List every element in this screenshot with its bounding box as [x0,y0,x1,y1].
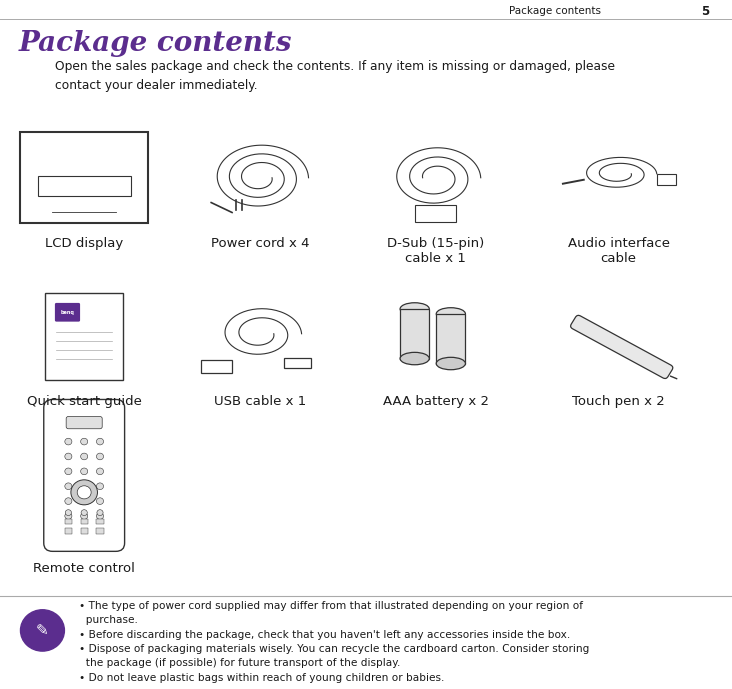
FancyBboxPatch shape [97,519,103,524]
FancyBboxPatch shape [20,132,148,223]
Circle shape [97,497,103,504]
Text: 5: 5 [701,5,709,17]
Text: Package contents: Package contents [18,30,292,56]
Text: Audio interface
cable: Audio interface cable [567,237,670,265]
Text: • The type of power cord supplied may differ from that illustrated depending on : • The type of power cord supplied may di… [79,601,589,683]
FancyBboxPatch shape [65,528,72,533]
Circle shape [81,453,88,460]
FancyBboxPatch shape [38,176,130,196]
Circle shape [81,438,88,445]
Ellipse shape [400,352,429,364]
Circle shape [81,510,87,515]
FancyBboxPatch shape [400,309,429,358]
FancyBboxPatch shape [66,417,102,429]
FancyBboxPatch shape [97,528,103,533]
Circle shape [97,438,103,445]
Circle shape [81,468,88,475]
FancyBboxPatch shape [44,400,124,551]
Text: Touch pen x 2: Touch pen x 2 [572,395,665,409]
Circle shape [81,483,88,490]
Circle shape [97,468,103,475]
Text: ✎: ✎ [36,623,49,638]
Text: Power cord x 4: Power cord x 4 [211,237,309,250]
Circle shape [65,510,72,515]
Text: D-Sub (15-pin)
cable x 1: D-Sub (15-pin) cable x 1 [387,237,484,265]
Text: Package contents: Package contents [509,6,601,16]
Text: benq: benq [61,310,75,315]
Circle shape [65,468,72,475]
Ellipse shape [436,358,466,370]
Ellipse shape [436,308,466,320]
Text: USB cable x 1: USB cable x 1 [214,395,306,409]
FancyBboxPatch shape [55,303,80,322]
Circle shape [20,610,64,651]
FancyBboxPatch shape [436,314,466,364]
Circle shape [81,513,88,520]
FancyBboxPatch shape [657,174,676,185]
Circle shape [81,497,88,504]
Text: Quick start guide: Quick start guide [27,395,141,409]
Text: AAA battery x 2: AAA battery x 2 [383,395,488,409]
Circle shape [65,438,72,445]
Circle shape [65,497,72,504]
Circle shape [65,513,72,520]
Text: Open the sales package and check the contents. If any item is missing or damaged: Open the sales package and check the con… [55,60,615,92]
FancyBboxPatch shape [81,528,88,533]
FancyBboxPatch shape [45,293,123,380]
FancyBboxPatch shape [571,316,673,378]
Circle shape [71,480,97,505]
Circle shape [97,483,103,490]
FancyBboxPatch shape [65,519,72,524]
FancyBboxPatch shape [81,519,88,524]
Text: LCD display: LCD display [45,237,123,250]
FancyBboxPatch shape [284,358,310,369]
Circle shape [65,483,72,490]
Ellipse shape [400,302,429,315]
FancyBboxPatch shape [201,360,232,373]
Text: Remote control: Remote control [33,562,135,575]
FancyBboxPatch shape [414,205,457,223]
Circle shape [65,453,72,460]
Circle shape [77,486,92,499]
Circle shape [97,453,103,460]
Circle shape [97,510,103,515]
Circle shape [97,513,103,520]
